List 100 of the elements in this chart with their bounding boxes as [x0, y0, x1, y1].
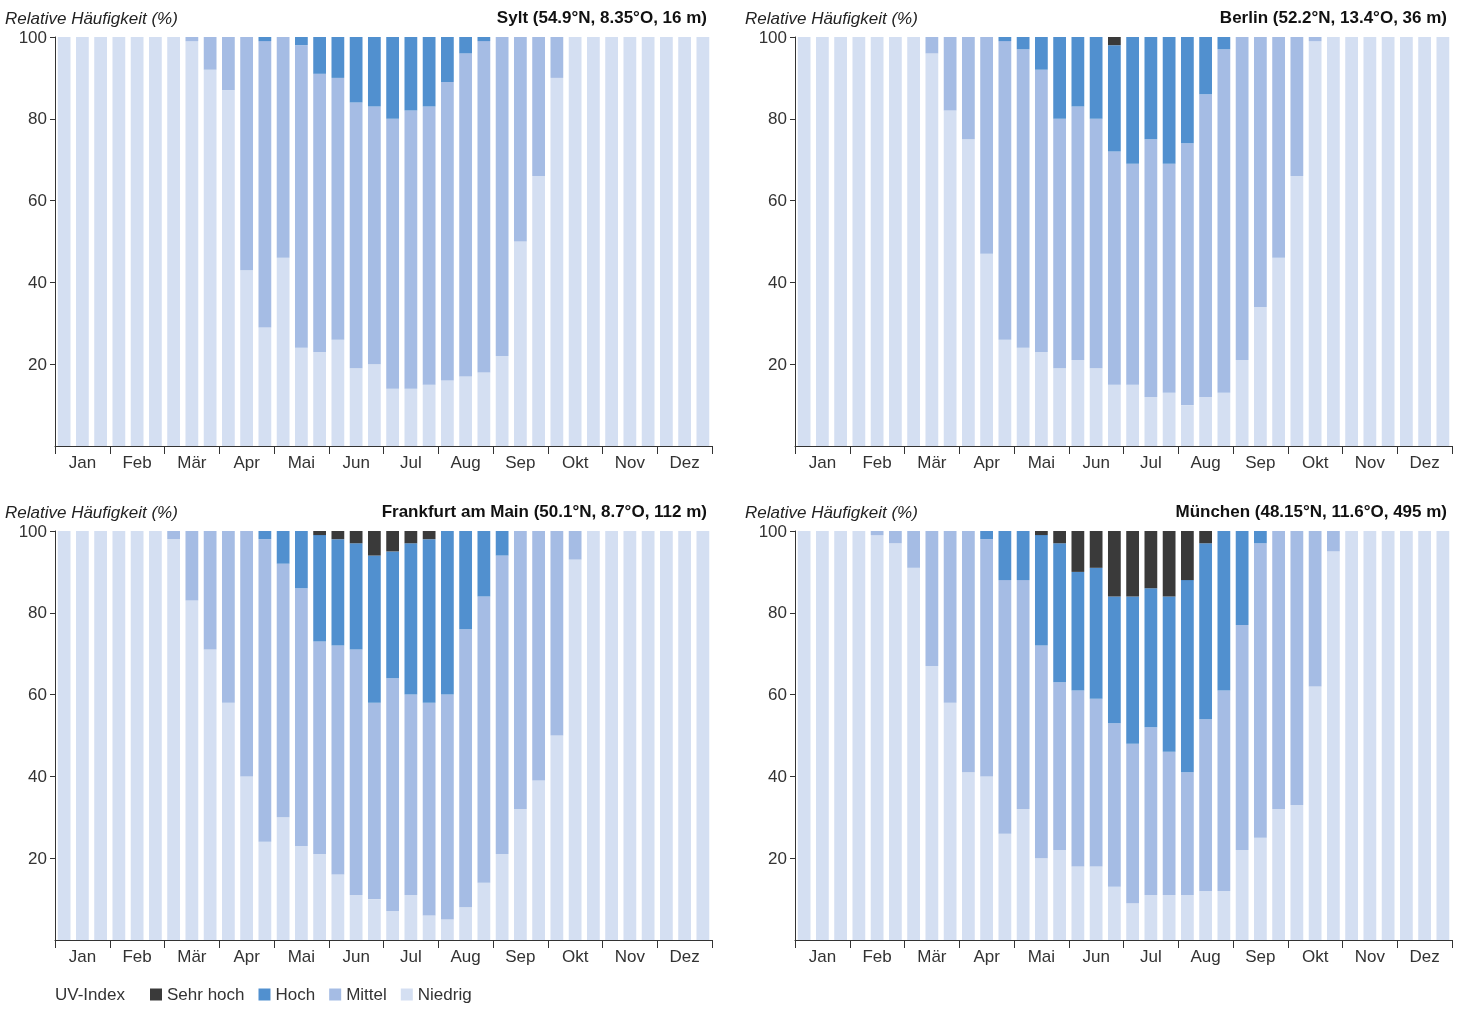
bar	[1199, 396, 1213, 446]
bar	[1180, 772, 1194, 896]
x-tick-label: Okt	[561, 453, 589, 472]
bar	[1272, 531, 1286, 810]
bar	[276, 817, 290, 940]
bar	[130, 531, 144, 940]
x-tick-label: Sep	[1245, 453, 1276, 472]
bar	[1107, 37, 1121, 46]
bar	[1071, 866, 1085, 940]
bar	[870, 37, 884, 446]
bar	[1071, 571, 1085, 691]
bar	[240, 776, 254, 940]
y-tick-label: 40	[768, 272, 787, 292]
bar	[1162, 163, 1176, 393]
bar	[870, 531, 884, 536]
bar	[568, 559, 582, 940]
bar	[112, 37, 126, 446]
bar	[1107, 531, 1121, 597]
bar	[130, 37, 144, 446]
legend-title: UV-Index	[55, 985, 126, 1004]
bar	[1144, 37, 1158, 140]
bar	[1053, 118, 1067, 369]
bar	[1071, 106, 1085, 361]
chart-title: Berlin (52.2°N, 13.4°O, 36 m)	[1219, 8, 1448, 27]
bar	[94, 531, 108, 940]
bar	[349, 531, 363, 544]
bar	[367, 364, 381, 446]
bar	[167, 539, 181, 940]
bar	[404, 388, 418, 446]
bar	[1053, 531, 1067, 544]
bar	[294, 37, 308, 46]
bar	[1180, 580, 1194, 773]
bar	[1144, 396, 1158, 446]
x-tick-label: Jun	[342, 453, 370, 472]
bar	[1089, 531, 1103, 568]
x-tick-label: Dez	[1409, 453, 1440, 472]
x-tick-label: Aug	[450, 947, 481, 966]
bar	[477, 372, 491, 446]
chart-title: Frankfurt am Main (50.1°N, 8.7°O, 112 m)	[381, 502, 707, 521]
bar	[1180, 405, 1194, 446]
bar	[659, 37, 673, 446]
bar	[1144, 139, 1158, 397]
bar	[568, 531, 582, 560]
bar	[422, 702, 436, 916]
bar	[980, 531, 994, 540]
bar	[1217, 392, 1231, 446]
bar	[1217, 690, 1231, 891]
bar	[532, 780, 546, 940]
bar	[1107, 596, 1121, 724]
x-tick-label: Dez	[669, 947, 700, 966]
bar	[94, 37, 108, 446]
bar	[1235, 360, 1249, 446]
bar	[1290, 37, 1304, 177]
bar	[1162, 596, 1176, 752]
bar	[440, 37, 454, 82]
bar	[907, 531, 921, 568]
bar	[998, 339, 1012, 446]
x-tick-label: Feb	[862, 453, 892, 472]
bar	[1089, 37, 1103, 119]
bar	[1199, 531, 1213, 544]
x-tick-label: Sep	[505, 947, 536, 966]
x-tick-label: Jul	[400, 453, 422, 472]
y-tick-label: 20	[28, 848, 47, 868]
bar	[961, 139, 975, 446]
bar	[221, 90, 235, 446]
y-tick-label: 20	[28, 354, 47, 374]
x-tick-label: Dez	[1409, 947, 1440, 966]
bar	[313, 73, 327, 352]
bar	[477, 37, 491, 42]
bar	[477, 531, 491, 597]
bar	[185, 531, 199, 601]
bar	[495, 555, 509, 855]
y-tick-label: 40	[28, 766, 47, 786]
bar	[386, 678, 400, 912]
bar	[1290, 531, 1304, 806]
bar	[477, 882, 491, 940]
bar	[404, 895, 418, 940]
bar	[258, 327, 272, 446]
bar	[1418, 37, 1432, 446]
bar	[422, 539, 436, 703]
bar	[1071, 531, 1085, 572]
bar	[367, 531, 381, 556]
bar	[367, 106, 381, 365]
bar	[294, 45, 308, 348]
bar	[532, 176, 546, 446]
x-tick-label: Apr	[233, 947, 261, 966]
bar	[1217, 531, 1231, 691]
bar	[1272, 257, 1286, 446]
bar	[980, 37, 994, 254]
y-tick-label: 60	[768, 685, 787, 705]
bar	[1418, 531, 1432, 940]
bar	[1217, 890, 1231, 940]
bar	[440, 919, 454, 940]
bar	[167, 531, 181, 540]
x-tick-label: Okt	[561, 947, 589, 966]
bar	[513, 37, 527, 242]
bar	[258, 41, 272, 328]
bar	[276, 37, 290, 258]
bar	[1126, 596, 1140, 744]
bar	[1436, 37, 1450, 446]
